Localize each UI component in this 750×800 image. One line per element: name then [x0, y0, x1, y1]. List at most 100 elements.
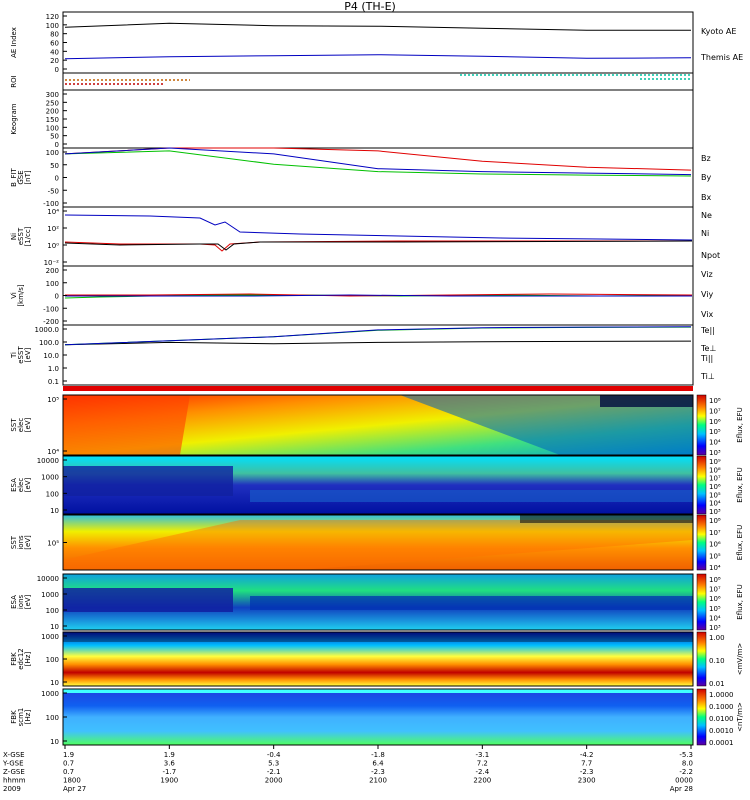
fbk1-colorbar	[696, 631, 707, 687]
xaxis-col-z: -2.2	[679, 768, 693, 776]
esa_e-ylabel: [eV]	[24, 477, 32, 492]
vi-tick-label: 0	[55, 293, 59, 301]
ti-ylabel: [eV]	[24, 347, 32, 362]
ni-tick-label: 10²	[47, 225, 59, 233]
sst_e-colorbar-tick: 10⁷	[709, 407, 721, 415]
fbk2-colorbar-tick: 0.0010	[709, 727, 734, 735]
xaxis-col-t: 2000	[265, 777, 283, 785]
sst_e-ylabel: elec	[17, 418, 25, 433]
ae-ylabel: AE Index	[10, 27, 18, 58]
xaxis-col-t: 2100	[369, 777, 387, 785]
esa_e-colorbar-tick: 10⁴	[709, 500, 721, 508]
roi-panel	[62, 72, 694, 91]
ae-tick-label: 20	[50, 57, 59, 65]
vi-ylabel: [km/s]	[17, 284, 25, 307]
fbk2-colorbar-tick: 0.1000	[709, 703, 734, 711]
bfit-ylabel: GSE	[17, 170, 25, 184]
fbk-edc12-spectrogram	[63, 632, 693, 686]
fbk2-ylabel: [Hz]	[24, 710, 32, 725]
esa_e-colorbar-tick: 10⁷	[709, 475, 721, 483]
ti-series-0	[64, 340, 692, 346]
sst_e-colorbar-tick: 10⁸	[709, 397, 721, 405]
vi-tick-label: 200	[46, 267, 59, 275]
bfit-legend-2: Bx	[701, 193, 711, 202]
sst_e-colorbar-tick: 10⁴	[709, 439, 721, 447]
fbk2-colorbar	[696, 688, 707, 746]
ti-legend-2: Ti||	[700, 354, 713, 363]
esa-ions-spectrogram	[63, 574, 693, 630]
ni-tick-label: 10⁻²	[44, 259, 60, 267]
keogram-ylabel: Keogram	[10, 103, 18, 134]
fbk1-ylabel: edc12	[17, 648, 25, 670]
ae-tick-label: 0	[55, 66, 59, 74]
keogram-tick-label: 150	[46, 116, 59, 124]
sst_i-colorbar	[696, 514, 707, 571]
ae-legend-0: Kyoto AE	[701, 27, 736, 36]
ti-legend-3: Ti⊥	[700, 372, 715, 381]
ti-panel	[62, 324, 694, 386]
esa_e-colorbar-tick: 10⁶	[709, 483, 721, 491]
xaxis-row-label: Z-GSE	[3, 768, 25, 776]
fbk2-tick-label: 100	[46, 714, 59, 722]
sst_i-colorbar-tick: 10⁸	[709, 517, 721, 525]
xaxis-col-x: -0.4	[267, 751, 281, 759]
fbk2-colorbar-label: <nT/m>	[736, 702, 744, 732]
ti-ylabel: Ti	[10, 352, 18, 359]
esa_e-tick-label: 10000	[37, 457, 59, 465]
bfit-tick-label: -50	[48, 187, 59, 195]
bfit-tick-label: 100	[46, 149, 59, 157]
sst_i-colorbar-tick: 10⁷	[709, 529, 721, 537]
fbk1-tick-label: 10	[50, 679, 59, 687]
sst_e-colorbar	[696, 394, 707, 456]
bfit-series-2	[64, 147, 692, 176]
xaxis-col-y: 6.4	[372, 760, 384, 768]
ae-series-0	[64, 22, 691, 31]
fbk1-ylabel: [Hz]	[24, 652, 32, 667]
xaxis-col-x: -4.2	[580, 751, 594, 759]
bfit-ylabel: B_FIT	[10, 167, 18, 186]
fbk2-tick-label: 10	[50, 738, 59, 746]
keogram-tick-label: 50	[50, 133, 59, 141]
xaxis-col-x: 1.9	[164, 751, 175, 759]
sst_e-colorbar-tick: 10⁶	[709, 418, 721, 426]
esa_e-colorbar-tick: 10³	[709, 508, 721, 516]
esa_i-tick-label: 100	[46, 607, 59, 615]
ti-tick-label: 1.0	[48, 365, 59, 373]
xaxis-col-z: -2.4	[475, 768, 489, 776]
keogram-tick-label: 100	[46, 124, 59, 132]
bfit-series-1	[64, 150, 692, 177]
esa_e-tick-label: 10	[50, 507, 59, 515]
xaxis-col-y: 5.3	[268, 760, 279, 768]
xaxis-col-z: -2.3	[371, 768, 385, 776]
sst_i-tick-label: 10⁵	[47, 540, 59, 548]
bfit-ylabel: [nT]	[24, 170, 32, 184]
xaxis-col-z: -2.3	[580, 768, 594, 776]
ae-tick-label: 40	[50, 48, 59, 56]
ti-tick-label: 0.1	[48, 378, 59, 386]
esa_e-colorbar-label: Eflux, EFU	[736, 467, 744, 502]
fbk2-ylabel: FBK	[10, 710, 18, 724]
sst_e-ylabel: SST	[10, 418, 18, 432]
bfit-tick-label: 50	[50, 162, 59, 170]
esa_i-ylabel: ions	[17, 594, 25, 609]
xaxis-col-x: -5.3	[679, 751, 693, 759]
xaxis-col-x: -1.8	[371, 751, 385, 759]
fbk2-colorbar-tick: 0.0001	[709, 739, 734, 747]
fbk1-colorbar-tick: 0.01	[709, 680, 725, 688]
esa_i-colorbar-tick: 10⁷	[709, 586, 721, 594]
ae-tick-label: 60	[50, 40, 59, 48]
xaxis-col-y: 3.6	[164, 760, 176, 768]
ti-legend-0: Te||	[700, 326, 715, 335]
bfit-legend-0: Bz	[701, 154, 711, 163]
xaxis-row-label: 2009	[3, 785, 21, 793]
sst_e-tick-label: 10⁴	[47, 448, 59, 456]
bfit-legend-1: By	[701, 173, 711, 182]
sst_i-colorbar-tick: 10⁵	[709, 552, 721, 560]
fbk2-colorbar-tick: 0.0100	[709, 715, 734, 723]
ae-tick-label: 120	[46, 13, 59, 21]
ni-legend-1: Ni	[701, 229, 709, 238]
xaxis-col-x: 1.9	[63, 751, 74, 759]
ae-panel	[62, 11, 694, 74]
xaxis-row-label: X-GSE	[3, 751, 25, 759]
